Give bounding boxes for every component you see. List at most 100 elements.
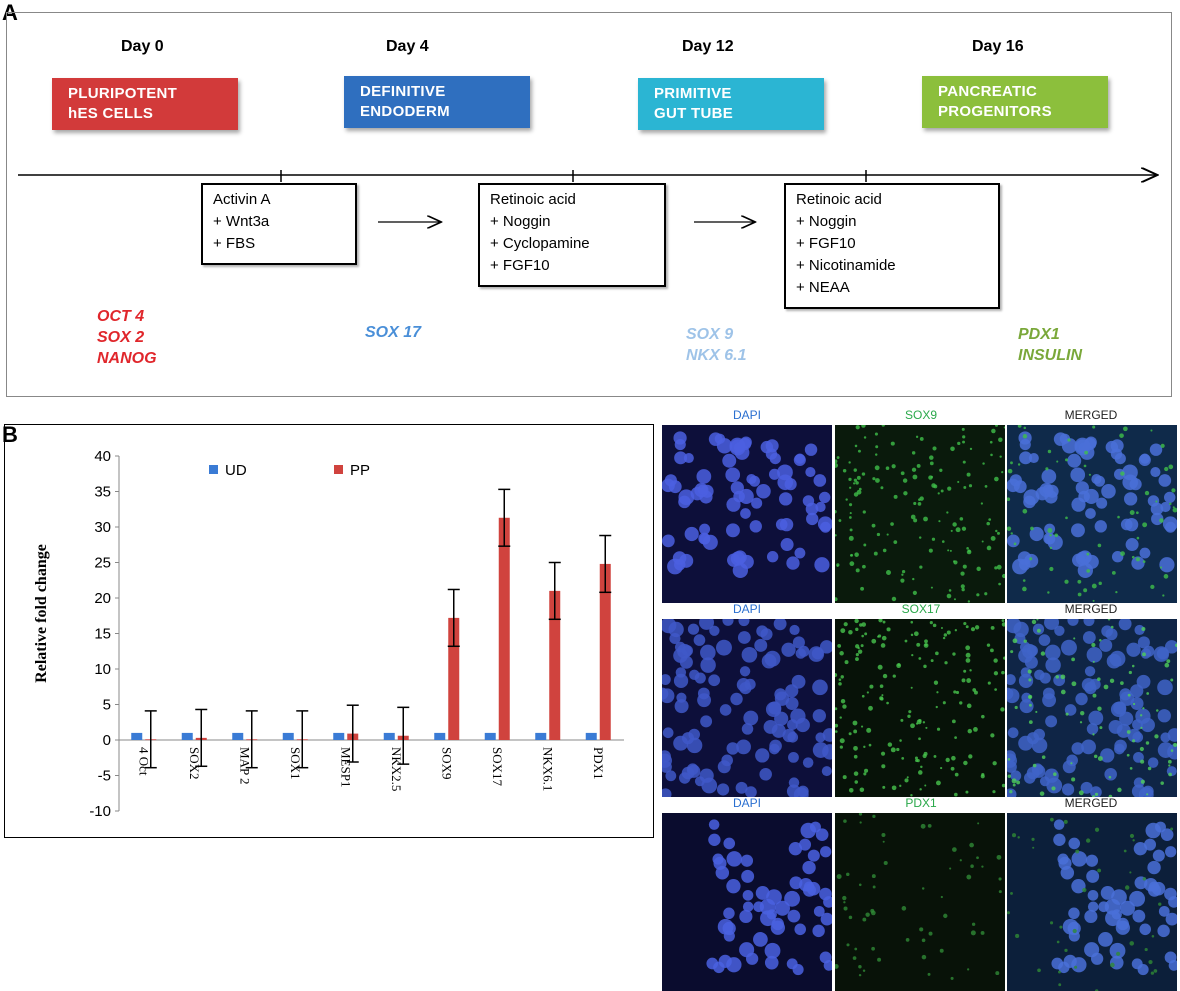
- marker-gene: SOX 2: [97, 329, 145, 346]
- channel-label-pdx1: PDX1: [905, 796, 937, 810]
- y-tick-label: -5: [98, 768, 111, 785]
- channel-label-merged: MERGED: [1064, 796, 1118, 810]
- factor-line: + Wnt3a: [213, 213, 270, 230]
- y-tick-label: 15: [94, 626, 111, 643]
- micrograph-merged-pdx1: [1007, 813, 1177, 991]
- marker-gene: SOX 9: [686, 326, 734, 343]
- channel-label-sox17: SOX17: [901, 602, 941, 616]
- factor-line: + FGF10: [796, 235, 856, 252]
- bar-ud: [131, 732, 143, 740]
- channel-label-sox9: SOX9: [904, 408, 937, 422]
- micrograph-merged-sox17: [1007, 619, 1177, 797]
- stage-primitive-gut-tube: PRIMITIVE GUT TUBE: [638, 78, 824, 130]
- y-tick-label: 25: [94, 555, 111, 572]
- category-label: NKX6.1: [540, 747, 555, 791]
- bar-chart: 40 35 30 25 20 15 10 5 0 -5 -10 Relative fold chang…: [33, 448, 624, 820]
- stage-pancreatic-progenitors: PANCREATIC PROGENITORS: [922, 76, 1108, 128]
- panel-a-frame: [6, 12, 1172, 397]
- micrograph-dapi-sox9: [662, 425, 832, 603]
- channel-label-dapi: DAPI: [732, 408, 761, 422]
- bar-ud: [484, 732, 496, 740]
- bar-ud: [181, 732, 193, 740]
- markers-gut-tube: SOX 9 NKX 6.1: [686, 324, 746, 366]
- day-label: Day 4: [386, 38, 429, 55]
- channel-label-dapi: DAPI: [732, 796, 761, 810]
- markers-pancreatic: PDX1 INSULIN: [1018, 324, 1082, 366]
- factor-line: + Nicotinamide: [796, 257, 896, 274]
- marker-gene: OCT 4: [97, 308, 145, 325]
- bar-ud: [434, 732, 446, 740]
- micrograph-dapi-sox17: [662, 619, 832, 797]
- factor-line: Retinoic acid: [490, 191, 576, 208]
- factor-line: + NEAA: [796, 279, 850, 296]
- factor-line: + Cyclopamine: [490, 235, 590, 252]
- factor-line: + Noggin: [796, 213, 857, 230]
- bar-ud: [232, 732, 244, 740]
- bar-pp: [599, 563, 611, 740]
- bar-ud: [333, 732, 345, 740]
- category-label: SOX2: [187, 747, 202, 780]
- y-tick-label: 10: [94, 661, 111, 678]
- panel-c-micrographs: DAPI SOX9 MERGED DAPI SOX17 MERGED DAPI …: [662, 400, 1180, 991]
- category-label: SOX17: [490, 747, 505, 787]
- y-tick-label: 5: [103, 697, 111, 714]
- factor-box-2: Retinoic acid + Noggin + Cyclopamine + F…: [478, 183, 666, 287]
- markers-pluripotent: OCT 4 SOX 2 NANOG: [97, 306, 157, 369]
- marker-gene: NANOG: [97, 350, 157, 367]
- category-label: PDX1: [591, 747, 606, 780]
- stage-line: PLURIPOTENT: [68, 85, 178, 102]
- channel-label-merged: MERGED: [1064, 602, 1118, 616]
- factor-line: Retinoic acid: [796, 191, 882, 208]
- micrograph-merged-sox9: [1007, 425, 1177, 603]
- legend-label: PP: [350, 462, 370, 479]
- y-tick-label: 0: [103, 732, 111, 749]
- y-tick-label: 30: [94, 519, 111, 536]
- stage-definitive-endoderm: DEFINITIVE ENDODERM: [344, 76, 530, 128]
- micrograph-sox17: [835, 619, 1005, 797]
- micrograph-pdx1: [835, 813, 1005, 991]
- bar-ud: [282, 732, 294, 740]
- marker-gene: PDX1: [1018, 326, 1060, 343]
- category-label: MESP1: [338, 747, 353, 787]
- factor-line: + FBS: [213, 235, 256, 252]
- legend-label: UD: [225, 462, 247, 479]
- factor-box-3: Retinoic acid + Noggin + FGF10 + Nicotin…: [784, 183, 1000, 309]
- bar-pp: [549, 590, 561, 740]
- category-label: MAP 2: [237, 747, 252, 784]
- micrograph-sox9: [835, 425, 1005, 603]
- marker-gene: NKX 6.1: [686, 347, 747, 364]
- factor-line: + FGF10: [490, 257, 550, 274]
- stage-line: GUT TUBE: [654, 105, 734, 122]
- y-tick-label: 20: [94, 590, 111, 607]
- factor-line: + Noggin: [490, 213, 551, 230]
- stage-line: PANCREATIC: [938, 83, 1038, 100]
- category-label: 4 Oct: [136, 747, 151, 776]
- stage-line: PROGENITORS: [938, 103, 1052, 120]
- marker-gene: SOX 17: [365, 324, 422, 341]
- day-label: Day 0: [121, 38, 164, 55]
- category-label: SOX1: [288, 747, 303, 780]
- channel-label-merged: MERGED: [1064, 408, 1118, 422]
- y-tick-label: 40: [94, 448, 111, 465]
- marker-gene: INSULIN: [1018, 347, 1082, 364]
- markers-endoderm: SOX 17: [365, 322, 421, 343]
- stage-line: ENDODERM: [360, 103, 450, 120]
- legend-swatch: [334, 465, 343, 474]
- bar-pp: [448, 617, 460, 740]
- y-tick-label: 35: [94, 484, 111, 501]
- micrograph-dapi-pdx1: [662, 813, 832, 991]
- legend-swatch: [209, 465, 218, 474]
- day-label: Day 12: [682, 38, 734, 55]
- bar-ud: [535, 732, 547, 740]
- factor-line: Activin A: [213, 191, 271, 208]
- stage-line: PRIMITIVE: [654, 85, 732, 102]
- stage-line: hES CELLS: [68, 105, 154, 122]
- category-label: SOX9: [439, 747, 454, 780]
- bar-ud: [383, 732, 395, 740]
- bar-ud: [585, 732, 597, 740]
- stage-pluripotent: PLURIPOTENT hES CELLS: [52, 78, 238, 130]
- bar-pp: [498, 517, 510, 740]
- timeline-svg: [18, 0, 1180, 400]
- category-label: NKX2.5: [389, 747, 404, 791]
- day-label: Day 16: [972, 38, 1024, 55]
